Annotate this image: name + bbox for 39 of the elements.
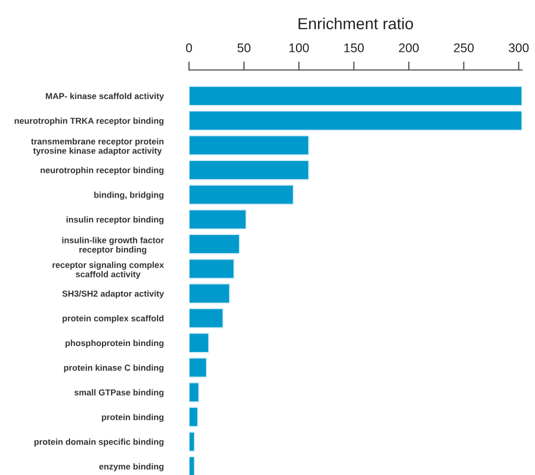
bar bbox=[189, 86, 522, 106]
y-tick-label: enzyme binding bbox=[99, 463, 164, 472]
y-tick-label: protein kinase C binding bbox=[64, 364, 164, 373]
bar bbox=[189, 135, 310, 156]
bar bbox=[189, 234, 240, 254]
x-tick-label: 250 bbox=[454, 43, 474, 52]
x-tick-label: 0 bbox=[186, 43, 192, 52]
y-tick-label: insulin receptor binding bbox=[66, 216, 164, 224]
y-tick-label: transmembrane receptor protein tyrosine kinase adaptor activity bbox=[31, 138, 164, 156]
bar bbox=[189, 308, 224, 328]
bar bbox=[189, 283, 230, 304]
y-tick-label: neurotrophin TRKA receptor binding bbox=[14, 118, 164, 126]
x-tick-label: 150 bbox=[344, 43, 364, 52]
bar bbox=[189, 382, 200, 402]
bar bbox=[189, 357, 208, 378]
y-tick-label: protein domain specific binding bbox=[34, 438, 164, 447]
bar bbox=[189, 110, 522, 131]
y-tick-label: MAP- kinase scaffold activity bbox=[46, 92, 164, 101]
y-tick-label: SH3/SH2 adaptor activity bbox=[62, 290, 164, 298]
y-tick-label: phosphoprotein binding bbox=[66, 340, 164, 348]
y-tick-label: neurotrophin receptor binding bbox=[40, 166, 164, 175]
bar bbox=[189, 431, 196, 452]
x-axis-title: Enrichment ratio bbox=[298, 18, 413, 30]
bar bbox=[189, 209, 247, 230]
x-tick-label: 200 bbox=[399, 43, 419, 52]
y-tick-label: protein binding bbox=[102, 414, 164, 422]
y-tick-label: insulin-like growth factor receptor binding bbox=[62, 236, 164, 254]
y-tick-label: binding, bridging bbox=[94, 192, 164, 200]
bar bbox=[189, 332, 210, 354]
y-tick-label: protein complex scaffold bbox=[62, 315, 164, 324]
x-tick-label: 300 bbox=[508, 43, 529, 52]
bar bbox=[189, 258, 235, 279]
bar bbox=[189, 160, 310, 180]
y-tick-label: receptor signaling complex scaffold activity bbox=[52, 262, 164, 279]
bar bbox=[189, 184, 294, 205]
bar bbox=[189, 406, 198, 428]
x-tick-label: 100 bbox=[289, 43, 309, 52]
y-tick-label: small GTPase binding bbox=[74, 389, 164, 398]
x-tick-label: 50 bbox=[238, 43, 250, 52]
